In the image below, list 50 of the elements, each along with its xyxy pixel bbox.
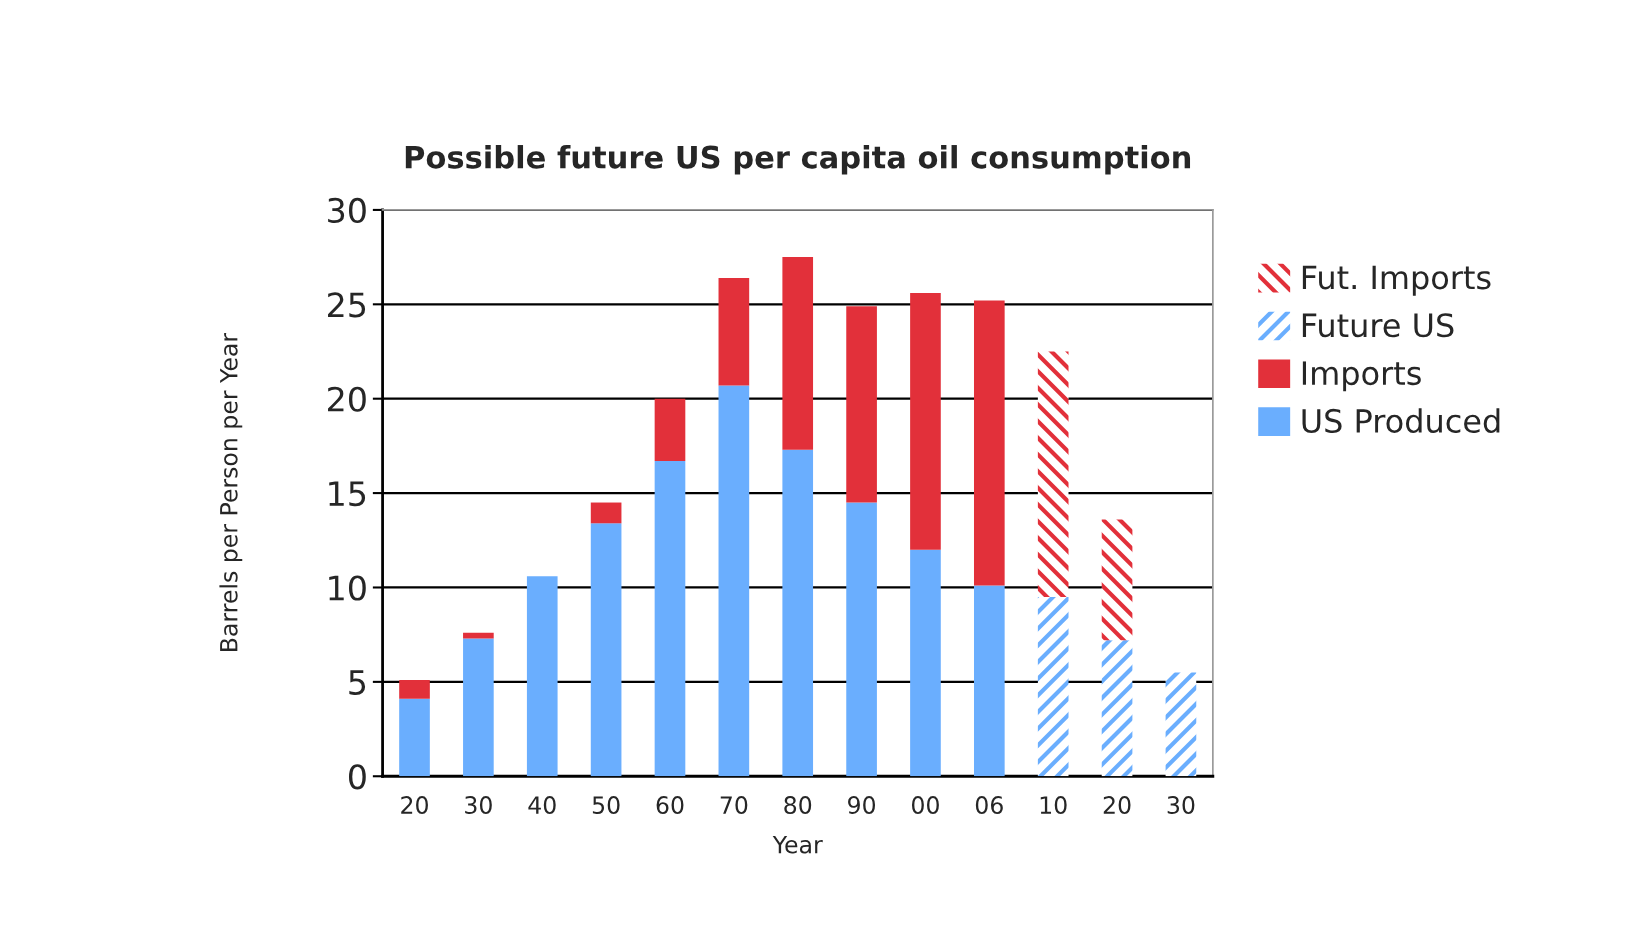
x-tick-label: 50	[592, 796, 620, 814]
x-tick-label: 60	[656, 796, 684, 814]
x-axis-title: Year	[772, 835, 823, 854]
y-tick-label: 30	[328, 197, 366, 224]
bar	[654, 461, 686, 777]
legend-label: US Produced	[1302, 408, 1500, 434]
bar	[590, 523, 622, 777]
x-tick-label: 30	[1167, 796, 1195, 814]
bar	[782, 449, 814, 777]
bar	[1101, 640, 1133, 777]
x-tick-label: 80	[784, 796, 812, 814]
x-tick-label: 06	[975, 796, 1003, 814]
bar	[910, 292, 941, 550]
bar	[1037, 351, 1069, 597]
y-tick-label: 0	[348, 764, 366, 790]
bar	[1165, 672, 1197, 777]
x-tick-label: 20	[401, 796, 428, 814]
bar	[526, 576, 558, 777]
x-tick-label: 40	[528, 796, 556, 814]
x-tick-label: 20	[1103, 796, 1131, 814]
y-tick-label: 20	[328, 386, 366, 412]
x-tick-label: 90	[848, 796, 876, 814]
bar	[782, 257, 814, 450]
x-tick-label: 70	[720, 796, 748, 814]
bar	[910, 549, 941, 777]
bar	[654, 398, 686, 461]
bar	[718, 277, 750, 386]
y-axis-title: Barrels per Person per Year	[219, 332, 243, 651]
legend-label: Fut. Imports	[1302, 265, 1491, 296]
bar	[973, 300, 1005, 586]
bar	[590, 502, 622, 524]
y-tick-label: 15	[329, 481, 366, 507]
bar	[463, 638, 494, 777]
legend-label: Future US	[1302, 313, 1454, 338]
bar	[973, 585, 1005, 777]
chart-title: Possible future US per capita oil consumption	[405, 145, 1191, 175]
x-tick-label: 30	[465, 796, 492, 814]
y-tick-label: 10	[329, 575, 366, 601]
bar	[718, 385, 750, 777]
bar	[399, 679, 430, 699]
bar	[1037, 596, 1069, 777]
x-tick-label: 10	[1040, 796, 1067, 814]
bar	[1101, 519, 1133, 641]
legend-label: Imports	[1302, 361, 1421, 392]
y-tick-label: 25	[328, 292, 366, 318]
bar	[846, 306, 877, 503]
bar	[399, 698, 430, 777]
y-tick-label: 5	[349, 670, 366, 696]
bar	[846, 502, 877, 777]
x-tick-label: 00	[911, 796, 939, 814]
